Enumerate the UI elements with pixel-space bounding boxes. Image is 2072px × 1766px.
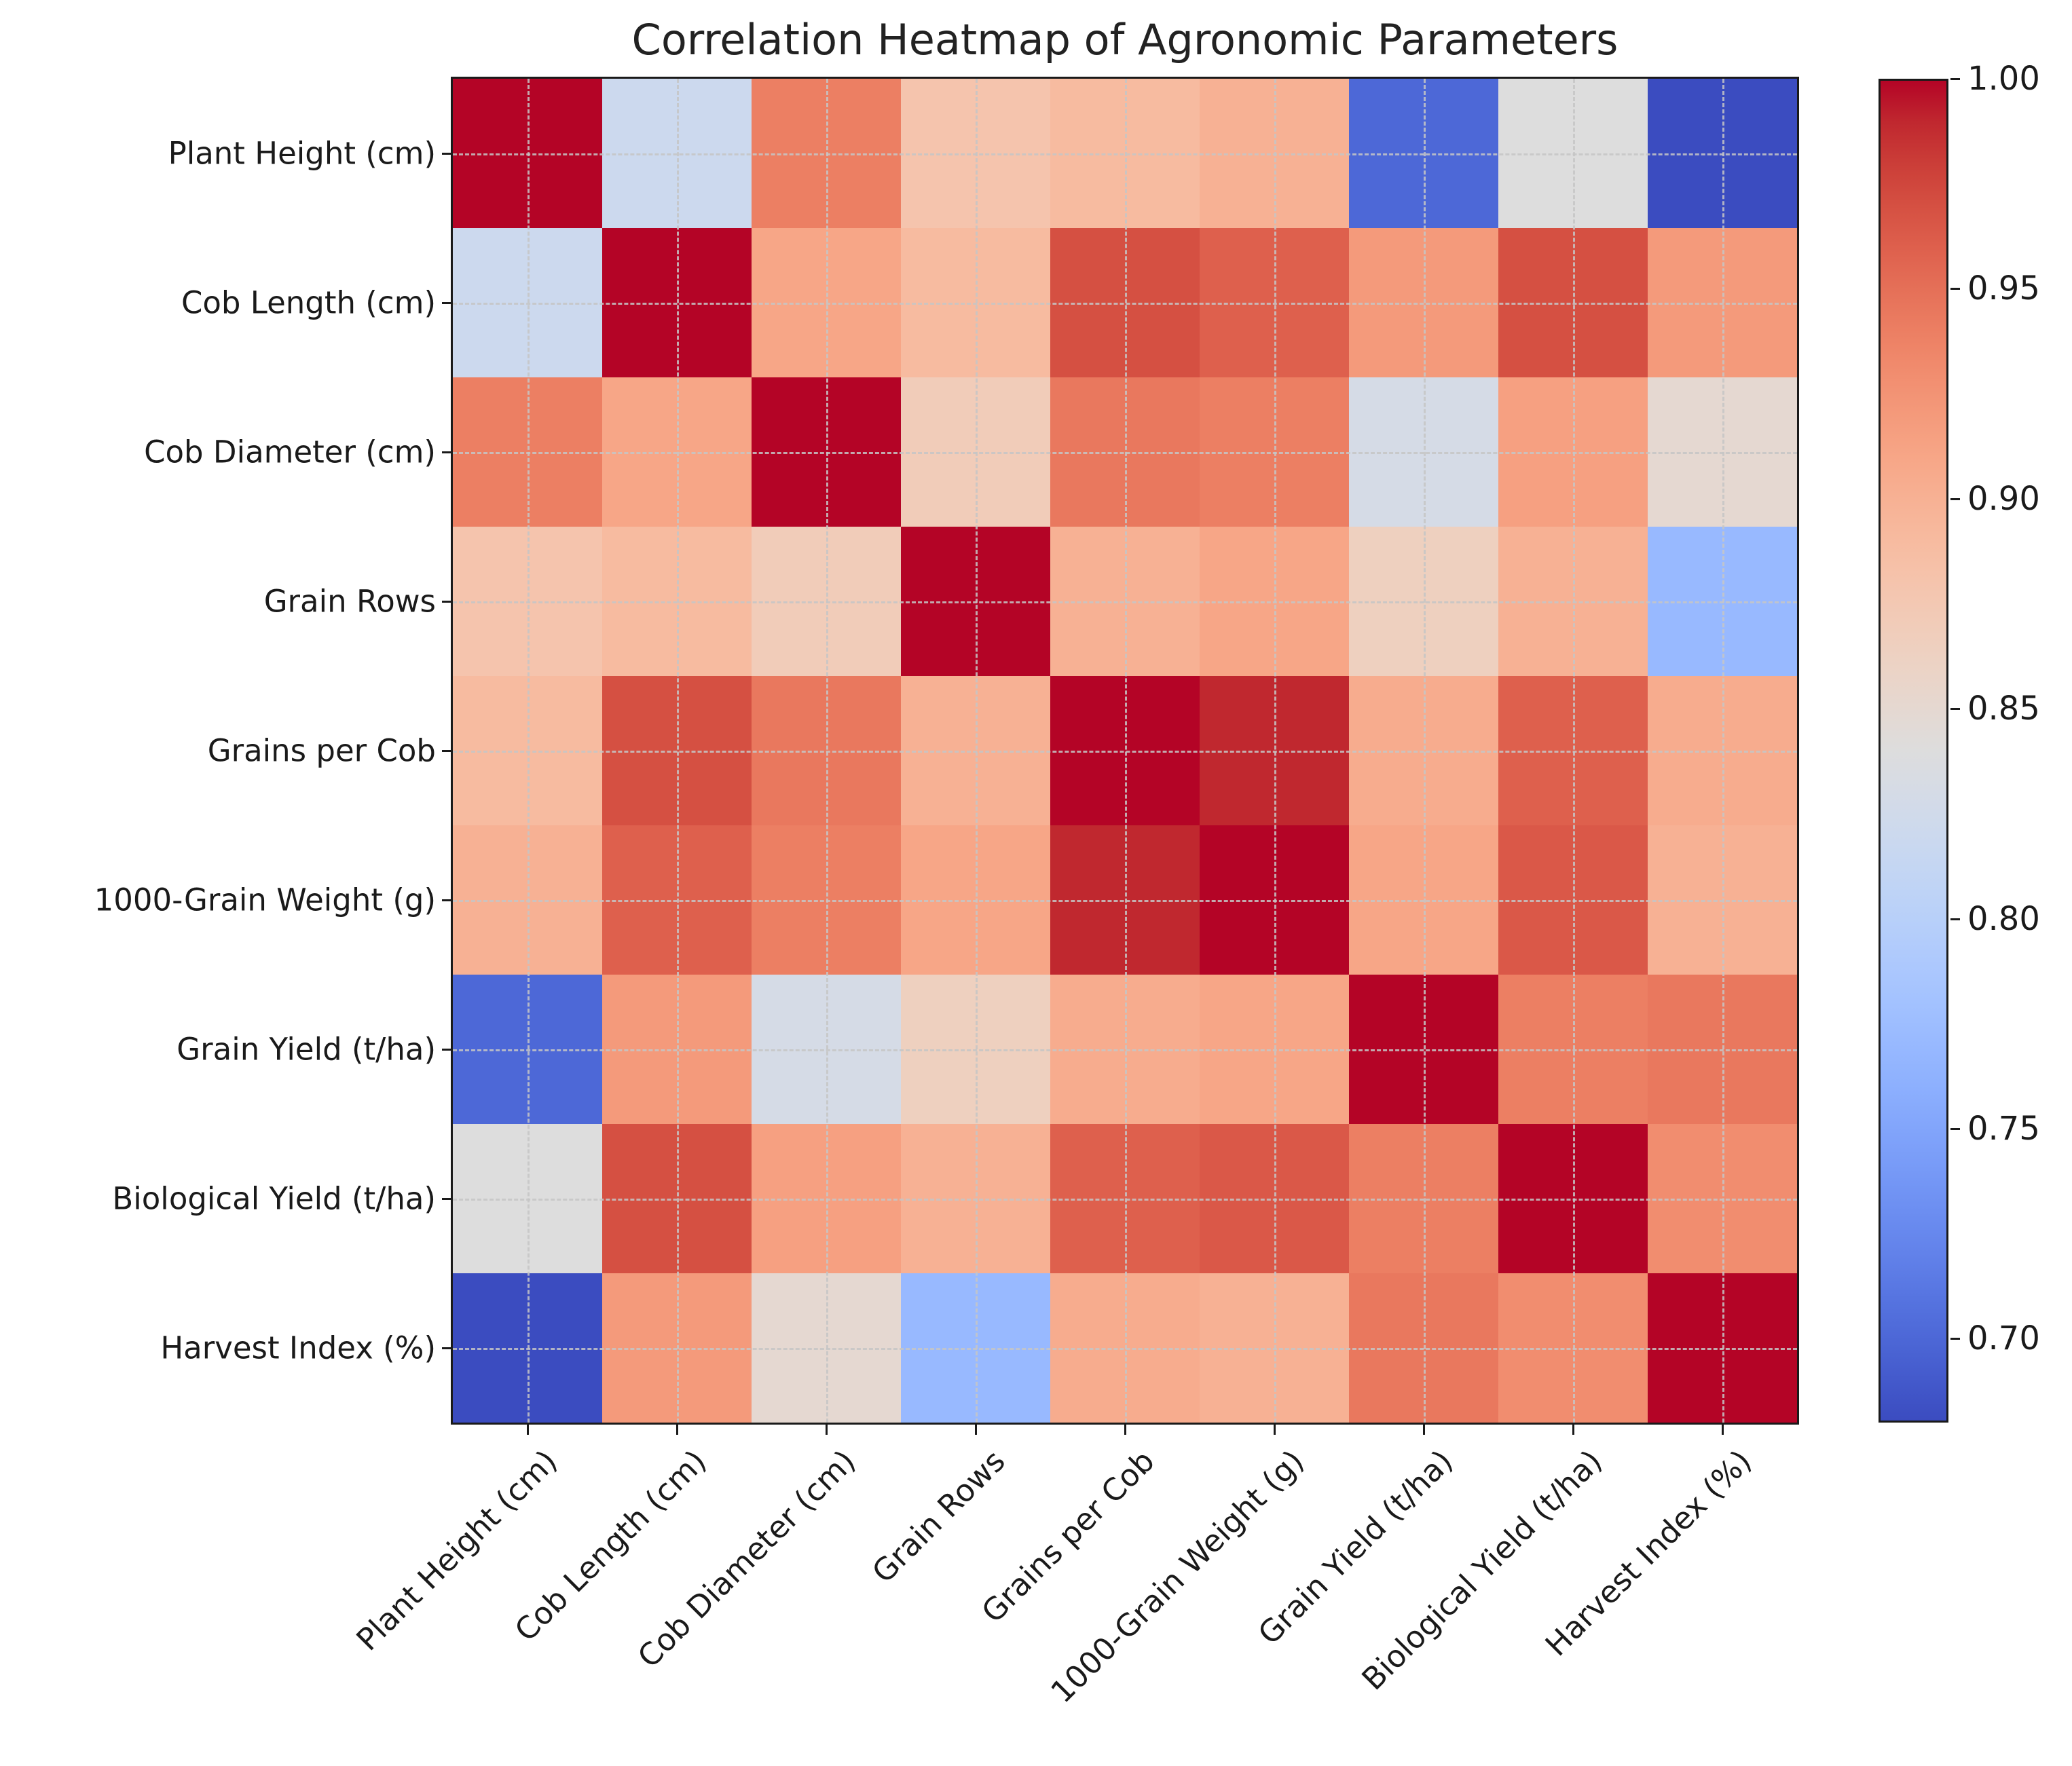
colorbar-tick-label: 0.70 (1967, 1319, 2040, 1358)
y-tick-label: 1000-Grain Weight (g) (94, 882, 436, 918)
y-tick-mark (442, 1049, 453, 1051)
y-tick-label: Grain Yield (t/ha) (177, 1031, 436, 1068)
gridline-horizontal (453, 751, 1797, 753)
y-tick-label: Biological Yield (t/ha) (112, 1180, 436, 1217)
colorbar-tick-label: 0.80 (1967, 899, 2040, 938)
colorbar-tick-mark (1950, 918, 1960, 920)
heatmap-plot-area (451, 77, 1799, 1425)
gridline-horizontal (453, 1348, 1797, 1350)
x-tick-mark (676, 1424, 678, 1435)
y-tick-mark (442, 1198, 453, 1200)
y-tick-label: Plant Height (cm) (168, 135, 436, 172)
gridline-horizontal (453, 1199, 1797, 1201)
colorbar-tick-mark (1950, 78, 1960, 80)
x-tick-mark (1274, 1424, 1276, 1435)
colorbar-tick-mark (1950, 497, 1960, 500)
x-tick-mark (1572, 1424, 1574, 1435)
colorbar-tick-label: 1.00 (1967, 60, 2040, 98)
y-tick-mark (442, 1347, 453, 1349)
x-tick-mark (826, 1424, 828, 1435)
x-tick-mark (1124, 1424, 1126, 1435)
chart-title: Correlation Heatmap of Agronomic Paramet… (631, 15, 1618, 64)
gridline-horizontal (453, 900, 1797, 902)
x-tick-label: 1000-Grain Weight (g) (1043, 1443, 1311, 1710)
y-tick-mark (442, 750, 453, 752)
gridline-horizontal (453, 1049, 1797, 1051)
colorbar-tick-label: 0.85 (1967, 690, 2040, 728)
y-tick-mark (442, 153, 453, 155)
gridline-vertical (1274, 79, 1276, 1423)
colorbar-tick-label: 0.90 (1967, 479, 2040, 518)
colorbar-tick-label: 0.75 (1967, 1109, 2040, 1148)
x-tick-mark (527, 1424, 529, 1435)
colorbar-tick-mark (1950, 1338, 1960, 1340)
y-tick-mark (442, 899, 453, 901)
colorbar (1879, 79, 1948, 1423)
colorbar-tick-mark (1950, 288, 1960, 290)
colorbar-tick-label: 0.95 (1967, 269, 2040, 308)
y-tick-mark (442, 302, 453, 304)
y-tick-label: Harvest Index (%) (160, 1330, 436, 1366)
y-tick-mark (442, 451, 453, 453)
y-tick-label: Cob Diameter (cm) (144, 434, 436, 470)
x-tick-label: Grain Rows (864, 1443, 1012, 1590)
y-tick-label: Grains per Cob (207, 732, 436, 769)
colorbar-tick-mark (1950, 1127, 1960, 1130)
gridline-vertical (1424, 79, 1426, 1423)
colorbar-tick-mark (1950, 708, 1960, 711)
x-tick-mark (1423, 1424, 1425, 1435)
gridline-vertical (1722, 79, 1724, 1423)
y-tick-mark (442, 601, 453, 603)
gridline-vertical (1573, 79, 1575, 1423)
x-tick-mark (1722, 1424, 1724, 1435)
x-tick-mark (975, 1424, 977, 1435)
x-tick-label: Biological Yield (t/ha) (1354, 1443, 1610, 1697)
y-tick-label: Cob Length (cm) (181, 284, 436, 321)
y-tick-label: Grain Rows (263, 583, 436, 620)
